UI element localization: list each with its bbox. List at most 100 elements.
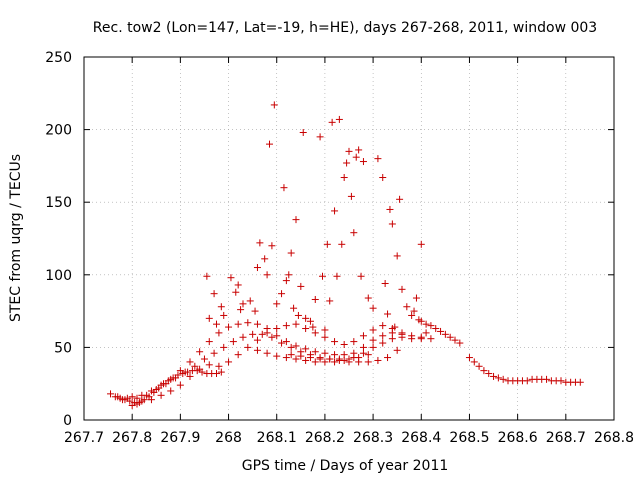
- data-point: [331, 358, 339, 366]
- data-point: [340, 356, 348, 364]
- data-point: [278, 290, 286, 298]
- data-point: [311, 348, 319, 356]
- x-tick-label: 268: [215, 430, 242, 446]
- data-point: [292, 320, 300, 328]
- data-point: [292, 216, 300, 224]
- y-tick-label: 150: [45, 195, 72, 211]
- plot-frame: [83, 56, 615, 421]
- data-point: [210, 290, 218, 298]
- data-point: [485, 370, 493, 378]
- y-tick-label: 50: [54, 340, 72, 356]
- data-point: [107, 390, 114, 398]
- data-point: [306, 354, 314, 362]
- data-point: [239, 300, 247, 308]
- data-point: [345, 147, 353, 155]
- data-point: [273, 352, 281, 360]
- data-point: [359, 349, 367, 357]
- data-point: [205, 338, 213, 346]
- data-point: [379, 174, 387, 182]
- data-point: [369, 343, 377, 351]
- data-point: [213, 320, 220, 328]
- data-point: [234, 281, 242, 289]
- data-point: [427, 322, 435, 330]
- data-point: [253, 320, 261, 328]
- data-point: [302, 314, 310, 322]
- data-point: [251, 307, 259, 315]
- data-point: [374, 155, 382, 163]
- data-point: [246, 297, 254, 305]
- data-point: [133, 400, 141, 408]
- data-point: [465, 354, 473, 362]
- data-point: [316, 355, 324, 363]
- data-point: [292, 342, 300, 350]
- data-point: [138, 397, 146, 405]
- data-point: [215, 329, 223, 337]
- data-point: [359, 332, 367, 340]
- data-points: [107, 101, 584, 409]
- x-tick-label: 267.8: [112, 430, 152, 446]
- data-point: [186, 372, 194, 380]
- y-tick-label: 250: [45, 50, 72, 66]
- data-point: [253, 336, 261, 344]
- data-point: [523, 377, 531, 385]
- data-point: [335, 355, 343, 363]
- data-point: [343, 159, 351, 167]
- data-point: [490, 372, 498, 380]
- data-point: [369, 336, 377, 344]
- data-point: [432, 325, 440, 333]
- data-point: [217, 303, 225, 311]
- data-point: [302, 325, 310, 333]
- data-point: [417, 240, 425, 248]
- data-point: [345, 355, 353, 363]
- data-point: [441, 330, 449, 338]
- data-point: [321, 326, 329, 334]
- data-point: [205, 361, 213, 369]
- x-tick-label: 268.2: [305, 430, 345, 446]
- data-point: [232, 288, 240, 296]
- data-point: [331, 207, 339, 215]
- data-point: [388, 335, 396, 343]
- data-point: [263, 271, 271, 279]
- data-point: [203, 272, 211, 280]
- data-point: [391, 323, 399, 331]
- data-point: [410, 307, 418, 315]
- data-point: [147, 387, 155, 395]
- data-point: [355, 146, 363, 154]
- y-tick-label: 0: [63, 413, 72, 429]
- data-point: [244, 319, 252, 327]
- data-point: [379, 339, 387, 347]
- data-point: [340, 174, 348, 182]
- data-point: [213, 370, 220, 378]
- data-point: [237, 306, 245, 314]
- data-point: [408, 311, 416, 319]
- data-point: [321, 358, 329, 366]
- data-point: [282, 277, 290, 285]
- data-point: [287, 343, 295, 351]
- data-point: [196, 348, 204, 356]
- x-tick-label: 268.4: [401, 430, 441, 446]
- data-point: [229, 338, 237, 346]
- data-point: [253, 346, 261, 354]
- data-point: [128, 401, 136, 409]
- data-point: [437, 327, 445, 335]
- x-tick-label: 267.7: [64, 430, 104, 446]
- data-point: [152, 386, 160, 394]
- data-point: [374, 356, 382, 364]
- data-point: [287, 351, 295, 359]
- data-point: [408, 335, 416, 343]
- data-point: [302, 356, 310, 364]
- data-point: [475, 362, 483, 370]
- data-point: [417, 335, 425, 343]
- grid-layer: [84, 57, 614, 420]
- y-axis: 0 50 100 150 200 250: [45, 50, 614, 429]
- chart-title: Rec. tow2 (Lon=147, Lat=-19, h=HE), days…: [93, 20, 597, 36]
- data-point: [323, 240, 331, 248]
- data-point: [285, 271, 293, 279]
- data-point: [119, 396, 127, 404]
- data-point: [451, 336, 459, 344]
- data-point: [359, 158, 367, 166]
- data-point: [316, 133, 324, 141]
- data-point: [258, 330, 266, 338]
- data-point: [249, 330, 257, 338]
